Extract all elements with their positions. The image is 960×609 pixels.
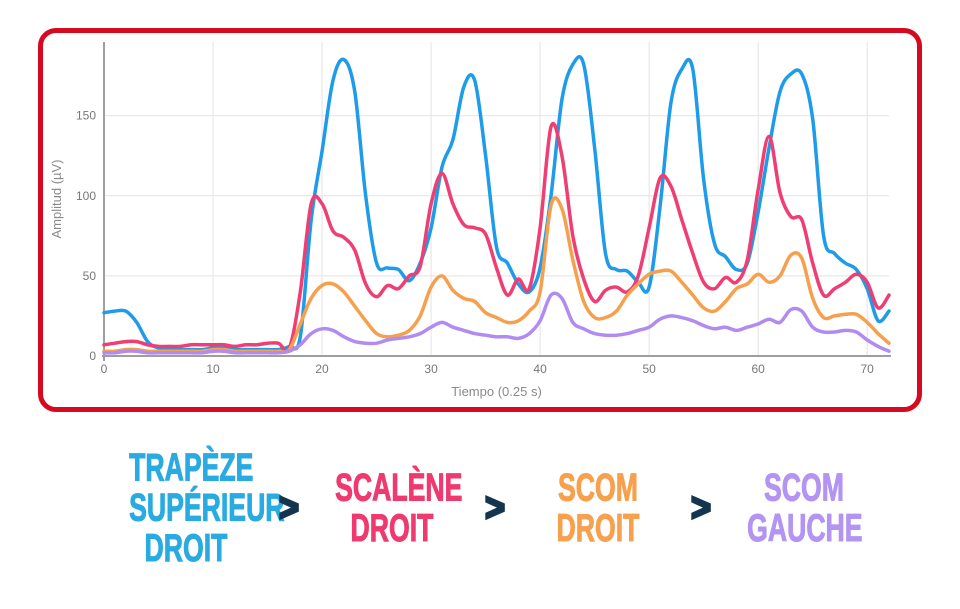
series-line-scalene-droit bbox=[102, 122, 891, 353]
x-tick-label: 0 bbox=[101, 362, 108, 376]
x-tick-label: 60 bbox=[751, 362, 765, 376]
x-axis-title: Tiempo (0.25 s) bbox=[451, 384, 542, 399]
muscle-label-scom-gauche: SCOM GAUCHE bbox=[747, 465, 863, 550]
series-line-trapeze-superieur-droit bbox=[102, 55, 891, 352]
x-tick-label: 10 bbox=[206, 362, 220, 376]
muscle-label-line: SCALÈNE bbox=[335, 465, 463, 510]
muscle-label-line: SCOM bbox=[558, 465, 639, 510]
x-tick-label: 70 bbox=[861, 362, 875, 376]
emg-line-chart: 0 10 20 30 40 50 60 70 0 50 100 150 Tiempo (0.25 s) A… bbox=[49, 42, 891, 399]
muscle-label-line: DROIT bbox=[144, 526, 228, 570]
greater-than-separator: > bbox=[484, 484, 506, 531]
muscle-label-trapeze-superieur-droit: TRAPÈZE SUPÉRIEUR DROIT bbox=[129, 445, 285, 570]
emg-chart-card: 0 10 20 30 40 50 60 70 0 50 100 150 Tiempo (0.25 s) A… bbox=[38, 28, 922, 412]
muscle-ranking: TRAPÈZE SUPÉRIEUR DROIT > SCALÈNE DROIT > SCOM D… bbox=[0, 425, 960, 591]
muscle-label-line: GAUCHE bbox=[747, 505, 863, 550]
greater-than-separator: > bbox=[690, 484, 712, 531]
muscle-label-line: SUPÉRIEUR bbox=[129, 485, 285, 530]
x-tick-label: 50 bbox=[642, 362, 656, 376]
y-tick-label: 0 bbox=[89, 349, 96, 363]
x-tick-label: 20 bbox=[315, 362, 329, 376]
muscle-label-scom-droit: SCOM DROIT bbox=[541, 465, 655, 550]
y-tick-label: 150 bbox=[76, 109, 96, 123]
muscle-label-line: TRAPÈZE bbox=[129, 445, 254, 489]
greater-than-separator: > bbox=[278, 484, 300, 531]
series-line-scom-droit bbox=[102, 196, 891, 354]
y-axis-title: Amplitud (µV) bbox=[49, 159, 64, 238]
x-tick-label: 30 bbox=[424, 362, 438, 376]
y-tick-label: 50 bbox=[83, 269, 97, 283]
muscle-label-line: DROIT bbox=[350, 505, 434, 550]
y-tick-label: 100 bbox=[76, 189, 96, 203]
muscle-label-scalene-droit: SCALÈNE DROIT bbox=[335, 465, 463, 550]
x-tick-label: 40 bbox=[533, 362, 547, 376]
muscle-label-line: DROIT bbox=[556, 505, 640, 550]
muscle-label-line: SCOM bbox=[764, 465, 845, 510]
series-line-scom-gauche bbox=[102, 291, 891, 355]
